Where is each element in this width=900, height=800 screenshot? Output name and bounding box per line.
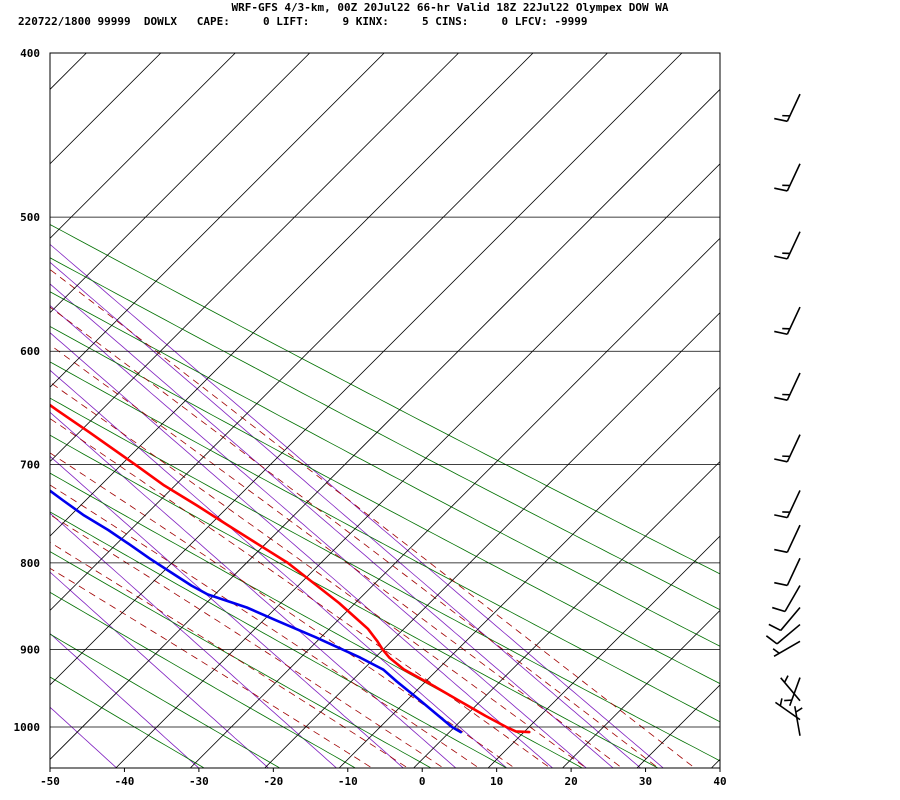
mixing-ratio-line bbox=[50, 243, 664, 768]
dry-adiabat-line bbox=[50, 397, 720, 762]
wind-barb bbox=[774, 372, 801, 401]
x-tick-label: -30 bbox=[189, 775, 209, 788]
sounding-series bbox=[50, 403, 531, 734]
y-tick-label: 600 bbox=[20, 345, 40, 358]
dry-adiabat-line bbox=[50, 591, 357, 768]
mixing-ratio-line bbox=[50, 571, 270, 768]
wind-barb bbox=[780, 675, 801, 702]
mixing-ratio-line bbox=[50, 706, 118, 768]
isotherm-line bbox=[50, 53, 385, 388]
isotherm-line bbox=[50, 53, 87, 90]
dry-adiabat-line bbox=[50, 326, 720, 685]
moist-adiabat-line bbox=[50, 344, 623, 768]
isotherm-line bbox=[264, 312, 720, 768]
x-tick-label: -20 bbox=[263, 775, 283, 788]
wind-barb bbox=[772, 585, 801, 613]
chart-title: WRF-GFS 4/3-km, 00Z 20Jul22 66-hr Valid … bbox=[231, 1, 668, 14]
wind-barb bbox=[774, 93, 801, 123]
y-tick-label: 1000 bbox=[14, 721, 41, 734]
plot-frame bbox=[49, 52, 721, 769]
grid bbox=[0, 53, 900, 768]
x-tick-labels: -50 -40 -30 -20 -10 0 10 20 30 40 bbox=[40, 768, 727, 788]
isotherm-line bbox=[50, 53, 683, 686]
x-tick-label: 40 bbox=[713, 775, 726, 788]
dry-adiabat-line bbox=[50, 676, 205, 768]
isotherm-line bbox=[50, 53, 459, 463]
wind-barb bbox=[768, 606, 801, 632]
isotherm-line bbox=[50, 53, 310, 314]
wind-barb bbox=[774, 490, 801, 519]
y-tick-label: 800 bbox=[20, 557, 40, 570]
moist-adiabat-line bbox=[50, 268, 696, 768]
wind-barb bbox=[774, 231, 801, 260]
wind-barb bbox=[774, 306, 801, 336]
moist-adiabat-line bbox=[50, 381, 587, 768]
dry-adiabat-line bbox=[50, 551, 432, 768]
x-tick-label: 10 bbox=[490, 775, 503, 788]
moist-adiabat-line bbox=[50, 418, 551, 768]
chart-subtitle: 220722/1800 99999 DOWLX CAPE: 0 LIFT: 9 … bbox=[18, 15, 588, 28]
mixing-ratio-line bbox=[50, 512, 338, 768]
dry-adiabat-line bbox=[50, 291, 720, 647]
dry-adiabat-line bbox=[50, 511, 508, 768]
isotherm-line bbox=[50, 53, 608, 612]
isotherm-line bbox=[562, 609, 720, 768]
wind-barb bbox=[772, 640, 801, 657]
wind-barb bbox=[765, 623, 801, 645]
mixing-ratio-line bbox=[50, 304, 587, 768]
wind-barb bbox=[774, 434, 801, 463]
moist-adiabat-line bbox=[50, 452, 516, 768]
x-tick-label: 30 bbox=[639, 775, 652, 788]
mixing-ratio-line bbox=[50, 369, 508, 768]
isotherm-line bbox=[189, 237, 720, 768]
isotherm-line bbox=[487, 535, 720, 768]
background-lines bbox=[50, 224, 720, 768]
dry-adiabat-line bbox=[50, 257, 720, 611]
x-tick-label: -50 bbox=[40, 775, 60, 788]
x-tick-label: -10 bbox=[338, 775, 358, 788]
x-tick-label: -40 bbox=[115, 775, 135, 788]
y-tick-labels: 400 500 600 700 800 900 1000 bbox=[14, 47, 41, 734]
moist-adiabat-line bbox=[50, 541, 409, 768]
wind-barb bbox=[774, 524, 801, 554]
dry-adiabat-line bbox=[50, 633, 281, 768]
isotherm-line bbox=[338, 386, 720, 768]
isotherm-line bbox=[50, 53, 236, 239]
x-tick-label: 0 bbox=[419, 775, 426, 788]
mixing-ratio-line bbox=[50, 411, 457, 768]
mixing-ratio-line bbox=[50, 261, 642, 768]
dry-adiabat-line bbox=[50, 224, 720, 575]
wind-barb bbox=[784, 677, 801, 707]
temperature-line bbox=[50, 403, 531, 734]
y-tick-label: 900 bbox=[20, 643, 40, 656]
isotherm-line bbox=[50, 88, 720, 760]
isotherm-line bbox=[711, 758, 720, 768]
y-tick-label: 500 bbox=[20, 211, 40, 224]
dry-adiabat-line bbox=[50, 361, 720, 723]
mixing-ratio-line bbox=[50, 332, 554, 768]
mixing-ratio-line bbox=[50, 632, 200, 768]
mixing-ratio-line bbox=[50, 455, 404, 768]
wind-barbs bbox=[765, 93, 803, 736]
y-tick-label: 700 bbox=[20, 459, 40, 472]
moist-adiabat-line bbox=[50, 484, 480, 768]
moist-adiabat-line bbox=[50, 306, 659, 768]
x-tick-label: 20 bbox=[564, 775, 577, 788]
dewpoint-line bbox=[50, 489, 463, 734]
isotherm-line bbox=[115, 163, 720, 768]
wind-barb bbox=[774, 557, 801, 587]
dry-adiabat-line bbox=[50, 434, 659, 768]
wind-barb bbox=[794, 706, 803, 736]
isotherm-line bbox=[413, 461, 720, 768]
isotherm-line bbox=[0, 53, 12, 768]
isotherm-line bbox=[786, 53, 900, 768]
moist-adiabat-line bbox=[50, 567, 373, 768]
y-tick-label: 400 bbox=[20, 47, 40, 60]
wind-barb bbox=[774, 163, 801, 192]
isotherm-line bbox=[50, 53, 534, 537]
mixing-ratio-line bbox=[50, 283, 614, 768]
